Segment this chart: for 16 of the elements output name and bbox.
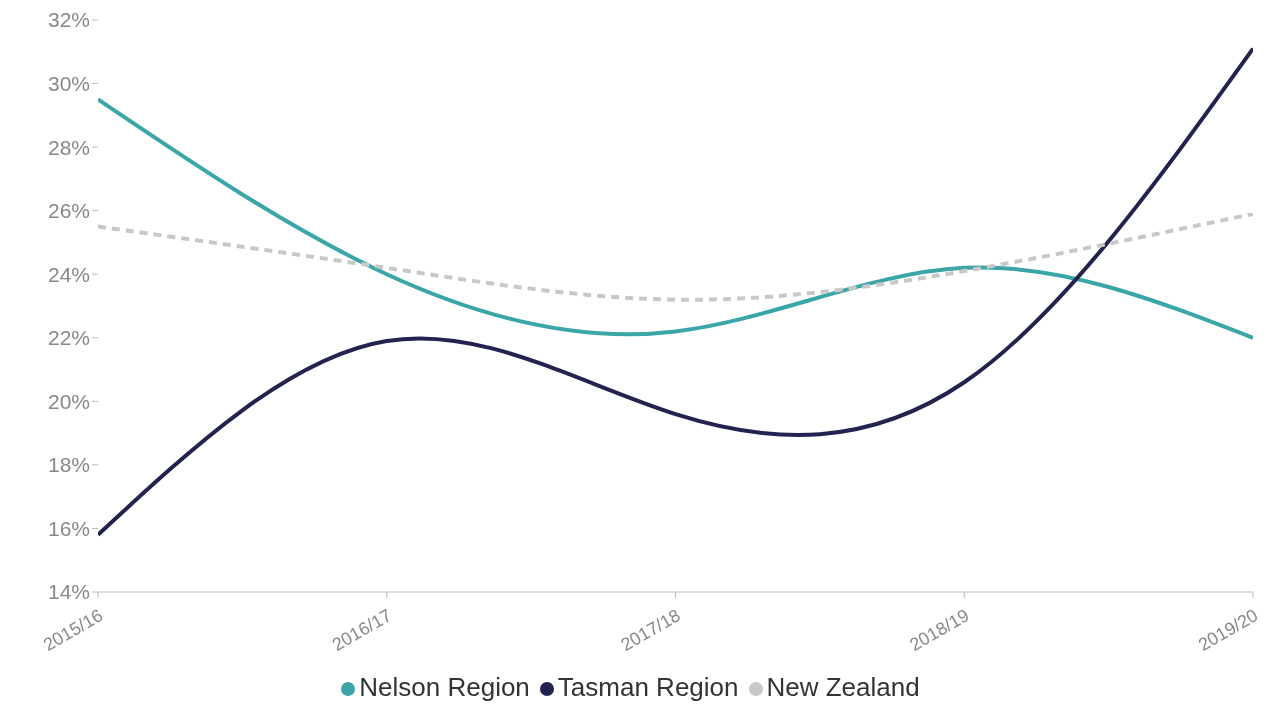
legend-label: New Zealand	[766, 672, 920, 702]
y-tick-label: 32%	[47, 8, 90, 32]
line-series	[98, 46, 1253, 537]
y-tick-label: 26%	[47, 199, 90, 223]
y-tick-label: 16%	[47, 516, 90, 540]
y-tick-label: 14%	[47, 580, 90, 604]
line-series	[98, 211, 1253, 302]
y-tick-label: 30%	[47, 72, 90, 96]
y-tick-label: 24%	[47, 262, 90, 286]
y-tick-label: 22%	[47, 326, 90, 350]
y-tick-label: 20%	[47, 389, 90, 413]
line-series	[98, 97, 1253, 340]
legend-label: Nelson Region	[359, 672, 530, 702]
y-tick-label: 28%	[47, 135, 90, 159]
legend-label: Tasman Region	[557, 672, 739, 702]
y-tick-label: 18%	[47, 453, 90, 477]
